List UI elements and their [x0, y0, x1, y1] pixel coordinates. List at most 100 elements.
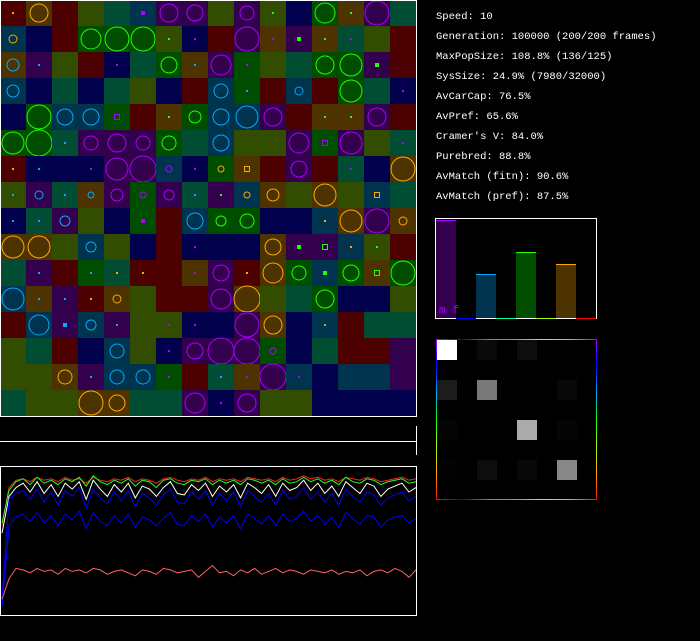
grid-cell[interactable] — [234, 286, 260, 312]
grid-cell[interactable] — [26, 390, 52, 416]
grid-cell[interactable] — [130, 234, 156, 260]
grid-cell[interactable] — [78, 0, 104, 26]
grid-cell[interactable] — [26, 338, 52, 364]
grid-cell[interactable] — [182, 338, 208, 364]
grid-cell[interactable] — [182, 104, 208, 130]
grid-cell[interactable] — [156, 182, 182, 208]
grid-cell[interactable] — [130, 104, 156, 130]
grid-cell[interactable] — [78, 78, 104, 104]
grid-cell[interactable] — [286, 156, 312, 182]
grid-cell[interactable] — [338, 312, 364, 338]
grid-cell[interactable] — [338, 338, 364, 364]
grid-cell[interactable] — [182, 364, 208, 390]
grid-cell[interactable] — [208, 234, 234, 260]
grid-cell[interactable] — [104, 338, 130, 364]
grid-cell[interactable] — [0, 390, 26, 416]
grid-cell[interactable] — [0, 78, 26, 104]
grid-cell[interactable] — [104, 78, 130, 104]
grid-cell[interactable] — [130, 78, 156, 104]
grid-cell[interactable] — [364, 312, 390, 338]
grid-cell[interactable] — [286, 390, 312, 416]
grid-cell[interactable] — [104, 156, 130, 182]
grid-cell[interactable] — [260, 234, 286, 260]
grid-cell[interactable] — [52, 338, 78, 364]
grid-cell[interactable] — [260, 364, 286, 390]
grid-cell[interactable] — [78, 26, 104, 52]
grid-cell[interactable] — [78, 312, 104, 338]
grid-cell[interactable] — [338, 260, 364, 286]
grid-cell[interactable] — [260, 338, 286, 364]
grid-cell[interactable] — [130, 156, 156, 182]
grid-cell[interactable] — [260, 286, 286, 312]
grid-cell[interactable] — [156, 208, 182, 234]
grid-cell[interactable] — [156, 52, 182, 78]
grid-cell[interactable] — [312, 234, 338, 260]
grid-cell[interactable] — [156, 156, 182, 182]
grid-cell[interactable] — [286, 78, 312, 104]
grid-cell[interactable] — [156, 260, 182, 286]
grid-cell[interactable] — [208, 52, 234, 78]
grid-cell[interactable] — [104, 104, 130, 130]
grid-cell[interactable] — [390, 104, 416, 130]
grid-cell[interactable] — [234, 0, 260, 26]
grid-cell[interactable] — [0, 52, 26, 78]
grid-cell[interactable] — [26, 312, 52, 338]
grid-cell[interactable] — [312, 0, 338, 26]
grid-cell[interactable] — [156, 234, 182, 260]
grid-cell[interactable] — [104, 234, 130, 260]
grid-cell[interactable] — [286, 286, 312, 312]
grid-cell[interactable] — [312, 156, 338, 182]
grid-cell[interactable] — [78, 104, 104, 130]
grid-cell[interactable] — [78, 130, 104, 156]
grid-cell[interactable] — [208, 156, 234, 182]
grid-cell[interactable] — [338, 390, 364, 416]
grid-cell[interactable] — [286, 260, 312, 286]
grid-cell[interactable] — [312, 338, 338, 364]
grid-cell[interactable] — [364, 26, 390, 52]
grid-cell[interactable] — [390, 312, 416, 338]
grid-cell[interactable] — [208, 0, 234, 26]
grid-cell[interactable] — [234, 156, 260, 182]
grid-cell[interactable] — [312, 390, 338, 416]
grid-cell[interactable] — [52, 78, 78, 104]
grid-cell[interactable] — [26, 26, 52, 52]
grid-cell[interactable] — [0, 234, 26, 260]
grid-cell[interactable] — [286, 52, 312, 78]
grid-cell[interactable] — [312, 182, 338, 208]
grid-cell[interactable] — [0, 312, 26, 338]
grid-cell[interactable] — [286, 182, 312, 208]
grid-cell[interactable] — [78, 338, 104, 364]
grid-cell[interactable] — [182, 0, 208, 26]
grid-cell[interactable] — [104, 182, 130, 208]
grid-cell[interactable] — [26, 182, 52, 208]
grid-cell[interactable] — [338, 130, 364, 156]
grid-cell[interactable] — [104, 208, 130, 234]
grid-cell[interactable] — [208, 312, 234, 338]
grid-cell[interactable] — [286, 208, 312, 234]
grid-cell[interactable] — [390, 390, 416, 416]
grid-cell[interactable] — [364, 130, 390, 156]
grid-cell[interactable] — [182, 130, 208, 156]
grid-cell[interactable] — [26, 130, 52, 156]
grid-cell[interactable] — [182, 286, 208, 312]
grid-cell[interactable] — [364, 260, 390, 286]
grid-cell[interactable] — [52, 364, 78, 390]
grid-cell[interactable] — [286, 312, 312, 338]
grid-cell[interactable] — [26, 364, 52, 390]
grid-cell[interactable] — [338, 364, 364, 390]
grid-cell[interactable] — [364, 78, 390, 104]
grid-cell[interactable] — [286, 0, 312, 26]
grid-cell[interactable] — [52, 52, 78, 78]
grid-cell[interactable] — [312, 364, 338, 390]
grid-cell[interactable] — [130, 312, 156, 338]
grid-cell[interactable] — [130, 130, 156, 156]
grid-cell[interactable] — [130, 286, 156, 312]
grid-cell[interactable] — [286, 104, 312, 130]
grid-cell[interactable] — [0, 364, 26, 390]
grid-cell[interactable] — [260, 52, 286, 78]
grid-cell[interactable] — [208, 286, 234, 312]
grid-cell[interactable] — [364, 182, 390, 208]
grid-cell[interactable] — [234, 130, 260, 156]
grid-cell[interactable] — [26, 234, 52, 260]
grid-cell[interactable] — [0, 286, 26, 312]
